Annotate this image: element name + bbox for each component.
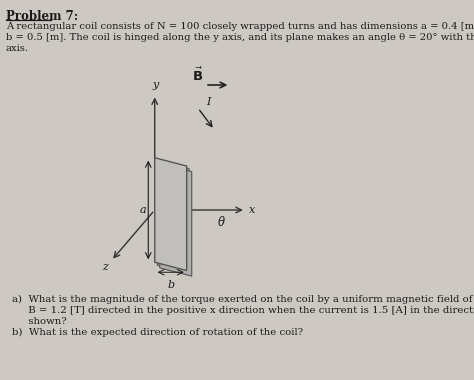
Polygon shape xyxy=(157,161,189,273)
Text: z: z xyxy=(102,262,109,272)
Text: I: I xyxy=(206,97,210,107)
Text: A rectangular coil consists of N = 100 closely wrapped turns and has dimensions : A rectangular coil consists of N = 100 c… xyxy=(6,22,474,31)
Text: b = 0.5 [m]. The coil is hinged along the y axis, and its plane makes an angle θ: b = 0.5 [m]. The coil is hinged along th… xyxy=(6,33,474,42)
Text: B = 1.2 [T] directed in the positive x direction when the current is 1.5 [A] in : B = 1.2 [T] directed in the positive x d… xyxy=(11,306,474,315)
Text: shown?: shown? xyxy=(11,317,66,326)
Text: x: x xyxy=(249,205,255,215)
Text: $\vec{\mathbf{B}}$: $\vec{\mathbf{B}}$ xyxy=(191,66,203,84)
Text: a: a xyxy=(139,205,146,215)
Polygon shape xyxy=(155,158,187,271)
Text: a)  What is the magnitude of the torque exerted on the coil by a uniform magneti: a) What is the magnitude of the torque e… xyxy=(11,295,472,304)
Text: θ: θ xyxy=(218,215,225,228)
Polygon shape xyxy=(160,163,191,276)
Text: Problem 7:: Problem 7: xyxy=(6,10,78,23)
Text: axis.: axis. xyxy=(6,44,29,53)
Text: b: b xyxy=(168,280,175,290)
Text: y: y xyxy=(152,79,159,90)
Text: b)  What is the expected direction of rotation of the coil?: b) What is the expected direction of rot… xyxy=(11,328,302,337)
